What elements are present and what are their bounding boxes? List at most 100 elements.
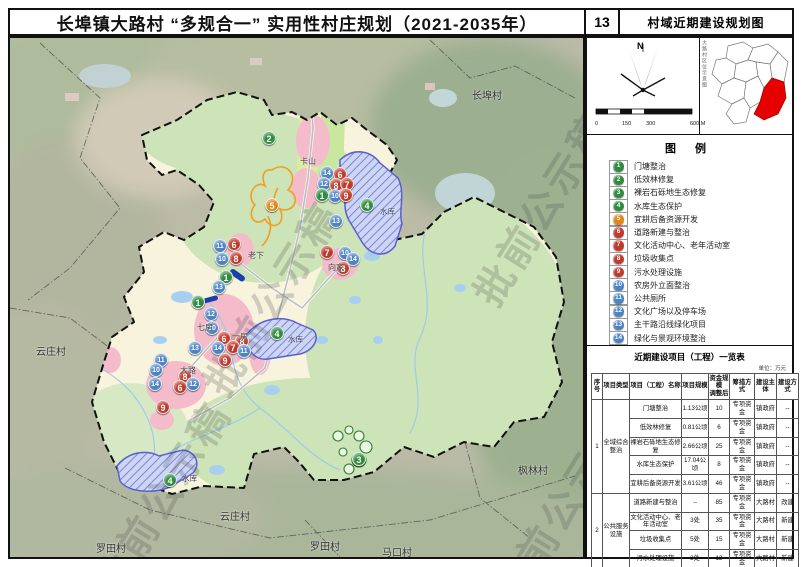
map-marker: 4 — [360, 198, 374, 212]
legend-section: 图 例 1 门塘整治 2 低效林修复 3 裸岩石砾地生态修复 4 水库生态保护 5 宜耕后备资源开… — [587, 135, 792, 346]
map-marker: 12 — [186, 377, 200, 391]
table-cell: 85 — [708, 492, 730, 513]
map-place-label: 枫林村 — [518, 466, 548, 477]
scale-tick-label: 300 — [646, 121, 656, 127]
map-marker: 13 — [212, 280, 226, 294]
map-title: 村域近期建设规划图 — [647, 15, 765, 30]
map-marker: 10 — [215, 252, 229, 266]
table-row: 水库生态保护 17.04公顷 8 专项资金 镇政府 -- — [592, 455, 799, 476]
table-cell: 门塘整治 — [629, 399, 682, 419]
map-place-label: 一房 — [232, 332, 248, 341]
legend-item: 1 门塘整治 — [587, 159, 792, 174]
table-cell: 2.66公顷 — [681, 436, 709, 457]
table-cell: 镇政府 — [754, 474, 777, 494]
legend-item: 2 低效林修复 — [587, 172, 792, 187]
map-place-label: 罗田村 — [310, 542, 340, 553]
legend-number-badge: 3 — [613, 187, 624, 199]
map-place-label: 水库 — [182, 474, 197, 483]
legend-item-label: 主干路沿线绿化项目 — [634, 320, 706, 330]
map-marker: 1 — [191, 295, 205, 309]
map-marker: 14 — [346, 252, 360, 266]
table-group-no: 2 — [591, 492, 603, 567]
legend-item-label: 门塘整治 — [634, 162, 666, 172]
legend-number-badge: 8 — [613, 253, 624, 265]
legend-marker-icon: 6 — [609, 225, 628, 240]
table-group-no: 1 — [591, 399, 603, 494]
map-marker: 14 — [148, 377, 162, 391]
map-marker: 9 — [339, 188, 353, 202]
legend-number-badge: 9 — [613, 266, 624, 278]
map-marker: 6 — [227, 237, 241, 251]
legend-number-badge: 2 — [613, 174, 624, 186]
table-cell: 专项资金 — [729, 530, 755, 550]
legend-title: 图 例 — [664, 143, 715, 155]
map-place-label: 七房 — [197, 323, 213, 332]
table-cell: 大路村 — [754, 511, 777, 532]
table-cell: 镇政府 — [754, 399, 777, 419]
project-table: 序号 项目类型 项目（工程）名称 项目规模 资金规模 调整后 筹措方式 建设主体 建设方式 1… — [591, 372, 799, 567]
table-cell: 12 — [708, 548, 730, 567]
table-cell: 专项资金 — [729, 511, 755, 532]
map-marker: 12 — [204, 307, 218, 321]
map-marker: 9 — [218, 353, 232, 367]
sheet-number: 13 — [584, 10, 620, 34]
table-cell: 专项资金 — [729, 399, 755, 419]
legend-marker-icon: 12 — [609, 304, 628, 319]
table-cell: -- — [776, 417, 799, 438]
map-marker: 2 — [262, 131, 276, 145]
table-cell: -- — [776, 474, 799, 494]
table-cell: 25 — [708, 436, 730, 457]
legend-item-label: 公共厕所 — [634, 293, 666, 303]
table-cell: 垃圾收集点 — [629, 530, 682, 550]
legend-number-badge: 7 — [613, 240, 624, 251]
legend-item-label: 宜耕后备资源开发 — [634, 214, 698, 224]
table-cell: 大路村 — [754, 492, 777, 513]
table-cell: 1.13公顷 — [681, 399, 709, 419]
scale-bar: 0 150 300 600 M — [595, 103, 707, 128]
map-marker: 7 — [320, 245, 334, 259]
legend-marker-icon: 2 — [609, 172, 628, 187]
table-cell: 8 — [708, 455, 730, 476]
table-cell: 镇政府 — [754, 455, 777, 476]
legend-items: 1 门塘整治 2 低效林修复 3 裸岩石砾地生态修复 4 水库生态保护 5 宜耕后备资源开发 6 道路… — [587, 159, 792, 346]
legend-number-badge: 4 — [613, 200, 624, 212]
map-marker: 6 — [173, 380, 187, 394]
map-place-label: 云庄村 — [220, 512, 250, 523]
legend-number-badge: 1 — [613, 161, 624, 172]
legend-number-badge: 12 — [613, 306, 624, 317]
table-cell: 镇政府 — [754, 417, 777, 438]
legend-number-badge: 10 — [613, 280, 624, 291]
table-cell: -- — [776, 455, 799, 476]
table-cell: 专项资金 — [729, 436, 755, 457]
table-cell: 专项资金 — [729, 417, 755, 438]
table-cell: 35 — [708, 511, 730, 532]
north-label: N — [637, 41, 644, 51]
legend-item: 4 水库生态保护 — [587, 199, 792, 214]
legend-item: 12 文化广场以及停车场 — [587, 304, 792, 319]
table-cell: 新建 — [776, 548, 799, 567]
table-title: 近期建设项目（工程）一览表 — [634, 351, 745, 362]
table-group-type: 全域综合整治 — [602, 399, 630, 494]
legend-number-badge: 5 — [613, 214, 624, 225]
legend-item-label: 文化活动中心、老年活动室 — [634, 241, 730, 251]
scale-tick-label: 150 — [622, 121, 632, 127]
inset-caption: 大路村区位示意图 — [701, 40, 707, 88]
table-row: 文化活动中心、老年活动室 3处 35 专项资金 大路村 新建 — [592, 511, 799, 532]
table-cell: 专项资金 — [729, 455, 755, 476]
inset-map-art — [711, 41, 789, 125]
table-cell: 0.81公顷 — [681, 417, 709, 438]
map-marker: 4 — [163, 473, 177, 487]
table-cell: 15 — [708, 530, 730, 550]
table-cell: 46 — [708, 474, 730, 494]
table-row: 2 公共服务设施 道路新建与整治 -- 85 专项资金 大路村 改建 — [591, 492, 799, 567]
map-base-art — [10, 38, 583, 557]
legend-item: 8 垃圾收集点 — [587, 251, 792, 266]
map-place-label: 大路 — [180, 366, 196, 375]
legend-item: 10 农房外立面整治 — [587, 278, 792, 293]
legend-item-label: 裸岩石砾地生态修复 — [634, 188, 706, 198]
map-place-label: 老下 — [248, 251, 264, 260]
legend-item: 13 主干路沿线绿化项目 — [587, 317, 792, 332]
legend-item-label: 垃圾收集点 — [634, 254, 674, 264]
table-cell: 专项资金 — [729, 492, 755, 513]
